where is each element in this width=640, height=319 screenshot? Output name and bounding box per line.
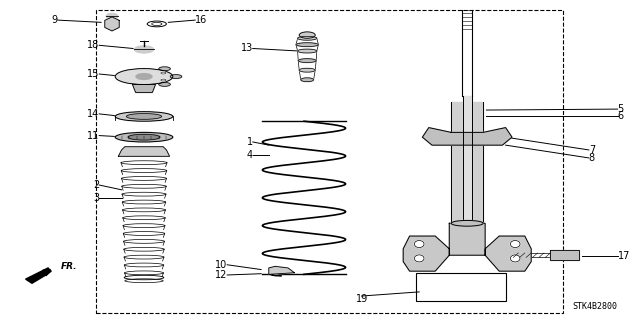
Polygon shape [26, 268, 51, 283]
Ellipse shape [296, 43, 319, 47]
Text: 1: 1 [246, 137, 253, 147]
Ellipse shape [415, 255, 424, 262]
Ellipse shape [127, 114, 161, 119]
Text: FR.: FR. [61, 262, 77, 271]
Ellipse shape [115, 112, 173, 121]
Text: 2: 2 [93, 180, 99, 190]
Polygon shape [105, 17, 119, 31]
Ellipse shape [298, 36, 317, 40]
Ellipse shape [136, 74, 152, 79]
Text: 14: 14 [87, 109, 99, 119]
Bar [416, 273, 506, 301]
Text: 17: 17 [618, 251, 630, 261]
Ellipse shape [451, 220, 483, 226]
Text: 8: 8 [589, 153, 595, 163]
Ellipse shape [300, 32, 315, 38]
Text: 12: 12 [215, 270, 227, 280]
Ellipse shape [115, 69, 173, 85]
Polygon shape [422, 128, 512, 145]
Polygon shape [550, 250, 579, 260]
Text: 16: 16 [195, 15, 207, 25]
Text: 4: 4 [246, 150, 253, 160]
Polygon shape [269, 266, 294, 276]
Text: 5: 5 [618, 104, 624, 114]
Text: 10: 10 [215, 260, 227, 270]
Text: STK4B2800: STK4B2800 [573, 302, 618, 311]
Ellipse shape [134, 46, 154, 53]
Text: 19: 19 [355, 294, 368, 304]
Ellipse shape [510, 255, 520, 262]
Ellipse shape [115, 132, 173, 142]
Ellipse shape [300, 68, 315, 72]
Ellipse shape [170, 75, 182, 78]
Polygon shape [403, 223, 531, 271]
Ellipse shape [106, 13, 118, 19]
Ellipse shape [415, 241, 424, 248]
Text: 9: 9 [51, 15, 58, 25]
Text: 6: 6 [618, 111, 624, 122]
Ellipse shape [161, 72, 166, 74]
Text: 18: 18 [87, 40, 99, 50]
Text: 7: 7 [589, 145, 595, 155]
Ellipse shape [298, 59, 316, 63]
Ellipse shape [510, 241, 520, 248]
Ellipse shape [161, 79, 166, 81]
Ellipse shape [159, 67, 170, 70]
Ellipse shape [128, 134, 160, 140]
Polygon shape [118, 147, 170, 156]
Text: 11: 11 [87, 130, 99, 141]
Polygon shape [132, 85, 156, 93]
Text: 13: 13 [241, 43, 253, 54]
Text: 15: 15 [87, 69, 99, 79]
Ellipse shape [301, 78, 314, 82]
Text: 3: 3 [93, 193, 99, 203]
Ellipse shape [298, 49, 317, 53]
Ellipse shape [159, 83, 170, 86]
Bar [96, 10, 563, 313]
